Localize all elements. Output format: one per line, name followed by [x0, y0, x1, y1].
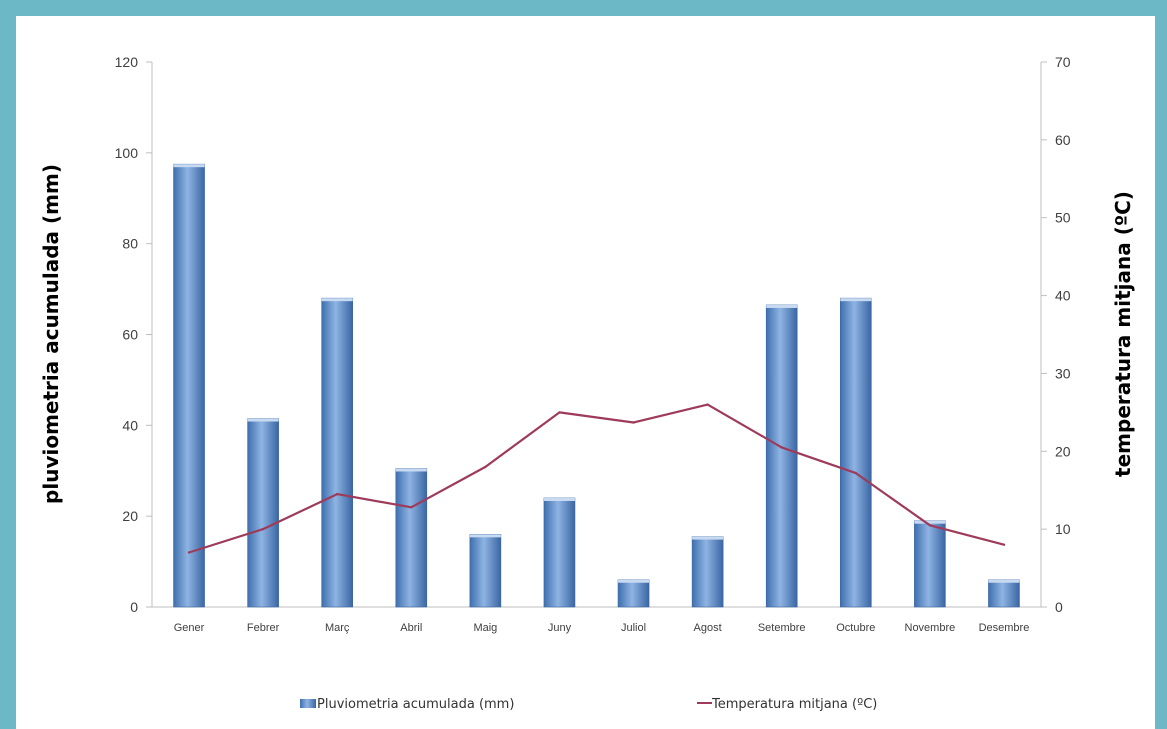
temperature-point-desembre: [1002, 543, 1006, 546]
temperature-line-layer: [187, 403, 1006, 554]
category-label-gener: Gener: [174, 622, 205, 634]
legend-line-label: Temperatura mitjana (ºC): [711, 697, 877, 712]
category-label-setembre: Setembre: [758, 622, 806, 634]
temperature-point-gener: [187, 551, 191, 554]
right-tick-label-10: 10: [1055, 521, 1071, 537]
right-axis-title: temperatura mitjana (ºC): [1111, 191, 1135, 477]
bar-cap-setembre: [766, 304, 798, 308]
precipitation-bars: [173, 163, 1020, 608]
bar-juliol: [617, 579, 650, 608]
bar-març: [321, 297, 354, 608]
bar-juny: [543, 497, 576, 608]
bar-novembre: [914, 520, 946, 608]
right-tick-label-20: 20: [1055, 443, 1071, 459]
bar-cap-abril: [395, 468, 427, 472]
left-tick-label-60: 60: [122, 327, 138, 343]
temperature-point-setembre: [780, 446, 783, 449]
legend-bar-label: Pluviometria acumulada (mm): [317, 697, 514, 712]
category-label-octubre: Octubre: [836, 622, 875, 634]
right-tick-label-60: 60: [1055, 132, 1071, 148]
left-tick-label-80: 80: [122, 236, 138, 252]
bar-gener: [173, 163, 205, 608]
temperature-point-juliol: [632, 421, 635, 424]
left-tick-label-0: 0: [130, 599, 138, 615]
left-axis-title: pluviometria acumulada (mm): [39, 164, 63, 504]
category-labels: Gener Febrer Març Abril Maig Juny Juliol Agost S…: [174, 622, 1030, 634]
category-label-novembre: Novembre: [905, 622, 956, 634]
bar-cap-agost: [692, 536, 724, 540]
left-tick-label-120: 120: [115, 54, 139, 70]
category-label-juny: Juny: [548, 622, 572, 634]
right-tick-label-50: 50: [1055, 210, 1071, 226]
right-tick-label-40: 40: [1055, 288, 1071, 304]
right-axis-ticks: 0 10 20 30 40 50 60 70: [1041, 54, 1071, 615]
temperature-point-abril: [410, 506, 413, 509]
bar-cap-novembre: [914, 520, 946, 524]
temperature-point-març: [336, 492, 339, 496]
bar-cap-juliol: [618, 579, 650, 583]
bar-cap-febrer: [247, 418, 279, 422]
bar-abril: [395, 468, 428, 608]
category-label-desembre: Desembre: [979, 622, 1030, 634]
temperature-point-agost: [706, 403, 709, 406]
category-label-juliol: Juliol: [621, 622, 646, 634]
temperature-point-novembre: [928, 524, 932, 527]
category-label-març: Març: [325, 622, 350, 634]
left-tick-label-100: 100: [115, 145, 139, 161]
right-tick-label-70: 70: [1055, 54, 1071, 70]
bar-setembre: [765, 304, 798, 608]
bar-cap-gener: [173, 164, 205, 168]
bar-maig: [469, 534, 502, 608]
bar-cap-desembre: [988, 579, 1020, 583]
bar-febrer: [247, 418, 279, 608]
legend-bar-swatch: [300, 699, 316, 708]
temperature-point-octubre: [854, 471, 857, 475]
bar-desembre: [988, 579, 1020, 608]
bar-cap-octubre: [840, 298, 872, 302]
bar-cap-juny: [543, 498, 575, 501]
bar-cap-març: [321, 298, 353, 302]
right-tick-label-0: 0: [1055, 599, 1063, 615]
legend: Pluviometria acumulada (mm) Temperatura …: [300, 697, 877, 712]
bar-agost: [691, 536, 724, 608]
category-label-maig: Maig: [473, 622, 497, 634]
left-tick-label-20: 20: [122, 508, 138, 524]
category-label-agost: Agost: [694, 622, 722, 634]
bar-cap-maig: [469, 534, 501, 538]
temperature-point-febrer: [261, 527, 265, 531]
temperature-line: [188, 403, 1005, 554]
temperature-point-maig: [484, 465, 487, 469]
right-tick-label-30: 30: [1055, 365, 1071, 381]
category-label-abril: Abril: [400, 622, 422, 634]
left-tick-label-40: 40: [122, 417, 138, 433]
category-label-febrer: Febrer: [247, 622, 280, 634]
temperature-point-juny: [558, 411, 561, 414]
bar-octubre: [839, 297, 872, 608]
left-axis-ticks: 0 20 40 60 80 100 120: [115, 54, 152, 615]
